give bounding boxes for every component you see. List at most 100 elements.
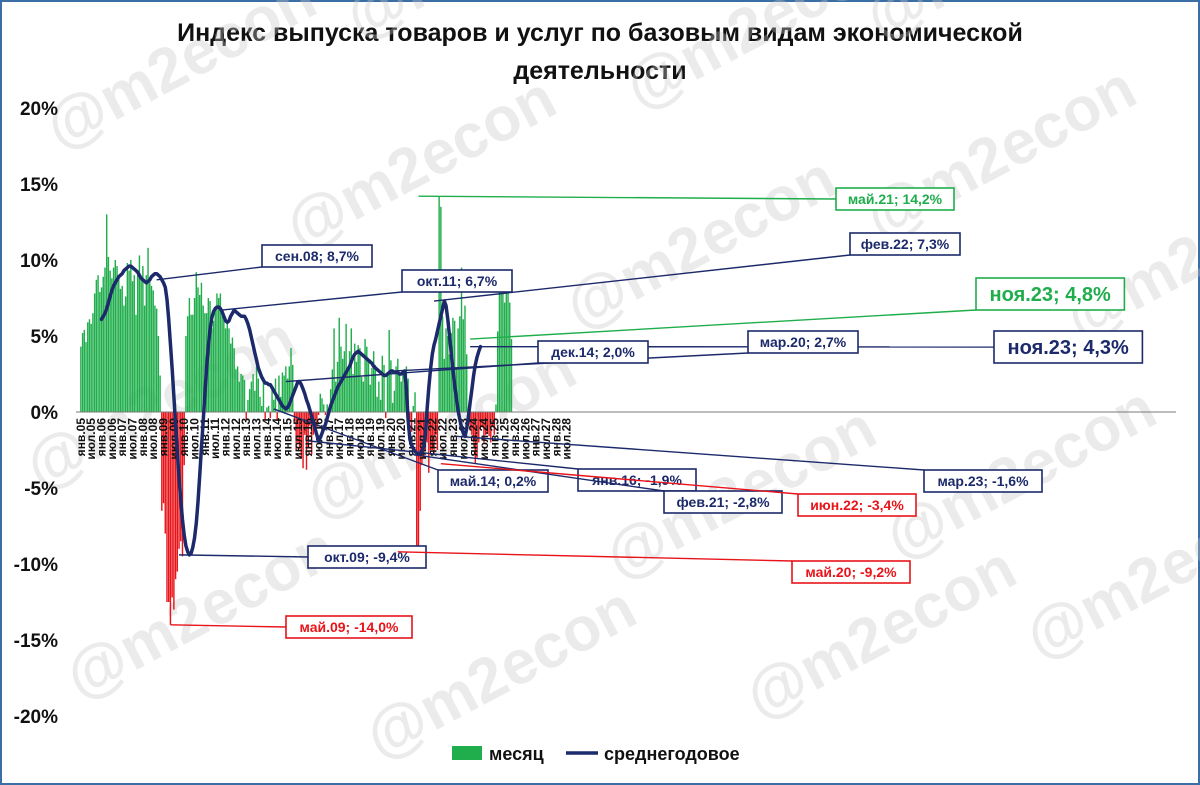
bar-month (223, 313, 225, 412)
bar-month (448, 354, 451, 412)
x-tick-label: июл.10 (188, 418, 202, 460)
bar-month (360, 377, 363, 412)
bar-month (85, 342, 87, 412)
callout-box (285, 615, 413, 639)
bar-month (159, 375, 161, 412)
bar-month (123, 305, 125, 412)
bar-month (138, 255, 141, 412)
chart-title-line-1: Индекс выпуска товаров и услуг по базовы… (177, 19, 1023, 47)
x-tick-label: июл.18 (353, 418, 367, 460)
x-tick-label: июл.05 (84, 418, 98, 460)
chart-title: Индекс выпуска товаров и услуг по базовы… (0, 14, 1200, 90)
bar-month (510, 339, 513, 412)
bar-month (352, 374, 354, 412)
bar-month (102, 276, 104, 412)
bar-month (130, 260, 132, 412)
bar-month (419, 412, 421, 511)
bar-month (226, 320, 228, 412)
bar-month (133, 275, 135, 412)
bar-month (416, 412, 418, 549)
bar-month (307, 412, 309, 449)
bar-month (217, 298, 220, 412)
callout-connector (418, 195, 837, 200)
bar-month (197, 287, 199, 412)
bar-month (431, 412, 433, 450)
bar-month (204, 313, 206, 412)
y-tick-label: -20% (14, 707, 58, 728)
callout-box (307, 545, 427, 569)
bar-month (121, 285, 123, 412)
y-tick-label: 0% (31, 403, 59, 424)
legend-swatch-bar (452, 746, 482, 760)
bar-month (169, 412, 172, 625)
x-tick-label: янв.05 (74, 418, 88, 457)
callouts: май.21; 14,2% фев.22; 7,3% сен.08; 8,7% окт… (156, 187, 1144, 639)
bar-month (140, 276, 142, 412)
bar-month (190, 314, 192, 412)
bar-month (149, 278, 151, 412)
bar-month (410, 412, 413, 432)
bar-month (181, 412, 184, 557)
bar-month (300, 412, 303, 458)
bar-month (438, 196, 440, 412)
bar-month (135, 314, 137, 412)
x-tick-label: янв.23 (446, 418, 460, 457)
callout-box (437, 469, 549, 493)
bar-month (398, 372, 401, 412)
bar-month (402, 374, 404, 412)
bar-month (109, 270, 111, 412)
x-tick-label: июл.17 (332, 418, 346, 460)
bar-month (254, 390, 256, 412)
bar-month (107, 256, 110, 412)
x-tick-label: июл.20 (394, 418, 408, 460)
x-tick-label: янв.20 (384, 418, 398, 457)
bar-month (209, 301, 211, 412)
bar-month (266, 407, 268, 412)
bar-month (183, 412, 185, 466)
bar-month (488, 412, 490, 437)
legend-label-month: месяц (489, 744, 544, 764)
bar-month (231, 337, 234, 412)
bar-month (314, 412, 316, 420)
bar-month (441, 316, 444, 412)
callout-box (401, 269, 513, 293)
legend-label-annual: среднегодовое (604, 744, 740, 764)
x-tick-label: янв.06 (95, 418, 109, 457)
bar-month (143, 305, 146, 412)
x-tick-label: янв.16 (301, 418, 315, 457)
bar-month (267, 405, 270, 412)
x-tick-label: июл.11 (208, 418, 222, 459)
bar-month (302, 412, 304, 469)
callout-box (747, 330, 859, 354)
bar-month (164, 412, 166, 534)
x-tick-label: янв.26 (508, 418, 522, 457)
bar-month (212, 320, 215, 412)
bar-month (257, 378, 259, 412)
bar-month (152, 290, 154, 412)
bar-month (238, 381, 241, 412)
callout-box (791, 560, 911, 584)
watermark-text: @m2econ (54, 513, 347, 712)
bar-month (126, 263, 129, 412)
bar-month (243, 380, 246, 412)
bar-month (486, 412, 489, 434)
bar-month (240, 374, 242, 412)
bar-month (491, 412, 494, 426)
bar-month (195, 272, 197, 412)
bar-month (142, 266, 144, 412)
bar-month (479, 412, 482, 428)
bar-month (317, 412, 320, 416)
bar-month (88, 319, 91, 412)
bar-month (124, 296, 127, 412)
bar-month (93, 293, 96, 412)
watermark-text: @m2econ (614, 0, 907, 122)
bar-month (145, 275, 148, 412)
bar-month (412, 405, 415, 412)
bar-month (83, 329, 86, 412)
callout-connector (285, 362, 539, 383)
bar-month (367, 360, 370, 412)
x-tick-label: июл.26 (518, 418, 532, 460)
bar-month (443, 358, 446, 412)
bar-month (245, 412, 247, 420)
bar-month (154, 305, 156, 412)
